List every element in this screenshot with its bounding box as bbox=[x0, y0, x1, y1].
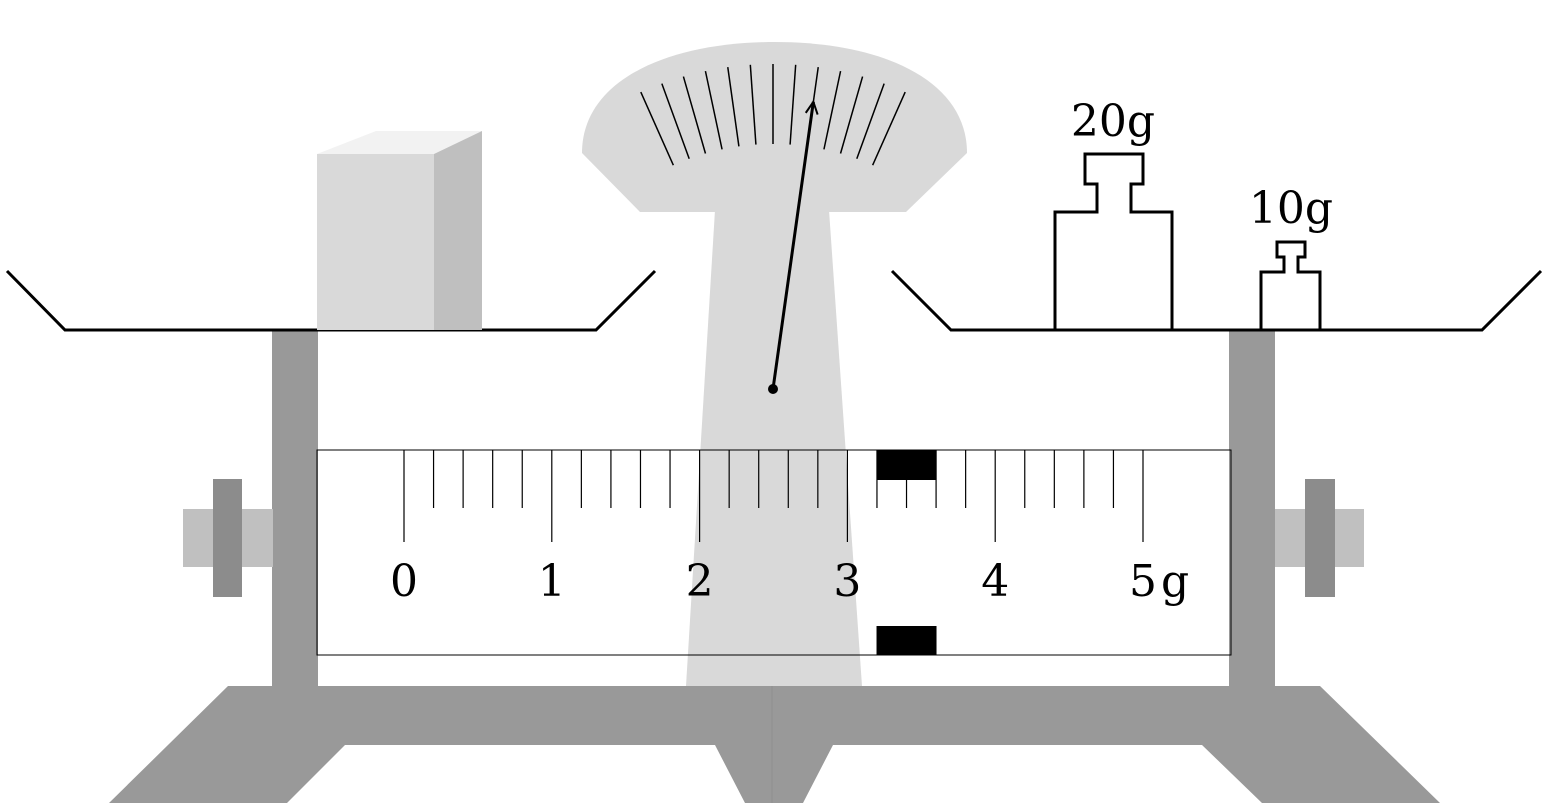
scale-labels: 0 1 2 3 4 5 bbox=[390, 556, 1157, 607]
rider-scale: 0 1 2 3 4 5 g bbox=[316, 449, 1232, 656]
scale-tick-label: 1 bbox=[538, 556, 566, 607]
base-right bbox=[772, 686, 1440, 803]
base-left bbox=[109, 686, 772, 803]
right-pan bbox=[890, 269, 1543, 332]
dial-face bbox=[582, 42, 967, 212]
weight-20g[interactable]: 20g bbox=[1053, 96, 1174, 332]
scale-tick-label: 5 bbox=[1129, 556, 1157, 607]
right-post bbox=[1229, 331, 1275, 686]
rider[interactable] bbox=[876, 450, 937, 655]
pointer-pivot bbox=[768, 384, 778, 394]
central-column bbox=[686, 210, 862, 686]
object-block[interactable] bbox=[317, 131, 482, 330]
dial-tick bbox=[661, 83, 690, 160]
scale-tick-label: 2 bbox=[686, 556, 714, 607]
block-front bbox=[317, 154, 434, 330]
block-top bbox=[317, 131, 482, 154]
right-knob-nut bbox=[1305, 479, 1335, 597]
rider-top bbox=[876, 450, 937, 479]
dial-tick bbox=[682, 76, 707, 154]
weight-20g-label: 20g bbox=[1071, 96, 1155, 147]
weight-10g-body bbox=[1259, 240, 1322, 332]
left-post bbox=[272, 331, 318, 686]
dial-pointer bbox=[771, 101, 815, 390]
dial-tick bbox=[704, 70, 723, 150]
scale-tick-label: 3 bbox=[833, 556, 861, 607]
dial-tick bbox=[727, 67, 740, 147]
rider-bottom bbox=[876, 626, 937, 655]
scale-tick-label: 0 bbox=[390, 556, 418, 607]
dial-tick bbox=[839, 76, 864, 154]
dial-tick bbox=[749, 64, 757, 145]
dial-tick bbox=[789, 64, 797, 145]
right-adjust-knob[interactable] bbox=[1275, 479, 1364, 597]
dial-assembly bbox=[582, 42, 967, 686]
dial-tick bbox=[856, 83, 885, 160]
block-side bbox=[434, 131, 482, 330]
dial-tick bbox=[871, 91, 906, 166]
dial-tick bbox=[640, 91, 675, 166]
scale-frame bbox=[316, 449, 1232, 656]
base bbox=[109, 686, 1440, 803]
scale-tick-label: 4 bbox=[981, 556, 1009, 607]
scale-unit-label: g bbox=[1161, 556, 1189, 607]
left-knob-nut bbox=[213, 479, 242, 597]
weight-10g[interactable]: 10g bbox=[1249, 183, 1333, 332]
weight-20g-body bbox=[1053, 152, 1174, 332]
left-adjust-knob[interactable] bbox=[183, 479, 273, 597]
dial-ticks bbox=[640, 64, 906, 166]
dial-tick bbox=[823, 70, 842, 150]
dial-pointer-arrowhead bbox=[804, 99, 819, 115]
weight-10g-label: 10g bbox=[1249, 183, 1333, 234]
